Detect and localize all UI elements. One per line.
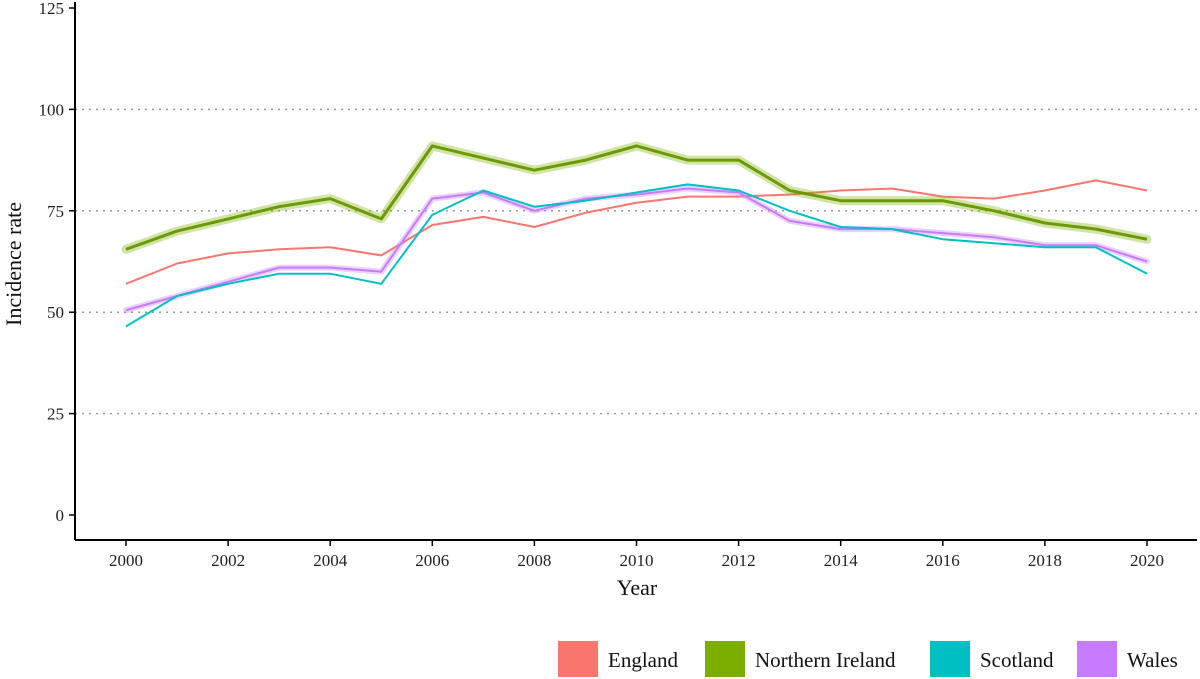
legend-label-northern-ireland: Northern Ireland (755, 648, 896, 672)
x-tick-label-2020: 2020 (1130, 551, 1164, 570)
legend-item-wales: Wales (1077, 641, 1178, 677)
y-tick-label-100: 100 (39, 100, 65, 119)
y-tick-label-75: 75 (47, 202, 64, 221)
series-line-wales (125, 187, 1148, 312)
x-tick-label-2004: 2004 (313, 551, 348, 570)
y-ticks: 0 25 50 75 100 125 (39, 0, 75, 525)
y-tick-label-50: 50 (47, 303, 64, 322)
legend-key-wales (1077, 641, 1117, 677)
series-line-england (125, 179, 1148, 285)
y-axis-title: Incidence rate (1, 202, 26, 326)
x-tick-label-2012: 2012 (722, 551, 756, 570)
series-scotland (125, 183, 1148, 328)
x-tick-label-2014: 2014 (824, 551, 859, 570)
series-wales (123, 185, 1150, 314)
x-axis-title: Year (617, 575, 658, 600)
legend-label-scotland: Scotland (980, 648, 1054, 672)
y-tick-label-125: 125 (39, 0, 65, 18)
legend-label-england: England (608, 648, 678, 672)
series-line-northern-ireland (125, 144, 1148, 251)
legend: England Northern Ireland Scotland Wales (558, 641, 1178, 677)
legend-label-wales: Wales (1127, 648, 1178, 672)
series-line-scotland (125, 183, 1148, 328)
x-tick-label-2016: 2016 (926, 551, 960, 570)
legend-key-scotland (930, 641, 970, 677)
x-tick-label-2000: 2000 (109, 551, 143, 570)
x-tick-label-2008: 2008 (517, 551, 551, 570)
y-tick-label-0: 0 (56, 506, 65, 525)
series-northern-ireland (121, 141, 1152, 254)
legend-item-england: England (558, 641, 678, 677)
x-ticks: 2000 2002 2004 2006 2008 2010 2012 2014 2016 2018… (109, 540, 1164, 570)
x-tick-label-2010: 2010 (620, 551, 654, 570)
gridlines (75, 108, 1197, 415)
legend-key-england (558, 641, 598, 677)
series-lines (121, 141, 1152, 328)
y-tick-label-25: 25 (47, 405, 64, 424)
legend-item-scotland: Scotland (930, 641, 1054, 677)
x-tick-label-2002: 2002 (211, 551, 245, 570)
legend-item-northern-ireland: Northern Ireland (705, 641, 896, 677)
legend-key-northern-ireland (705, 641, 745, 677)
axes (74, 2, 1197, 541)
x-tick-label-2006: 2006 (415, 551, 449, 570)
x-tick-label-2018: 2018 (1028, 551, 1062, 570)
series-england (125, 179, 1148, 285)
